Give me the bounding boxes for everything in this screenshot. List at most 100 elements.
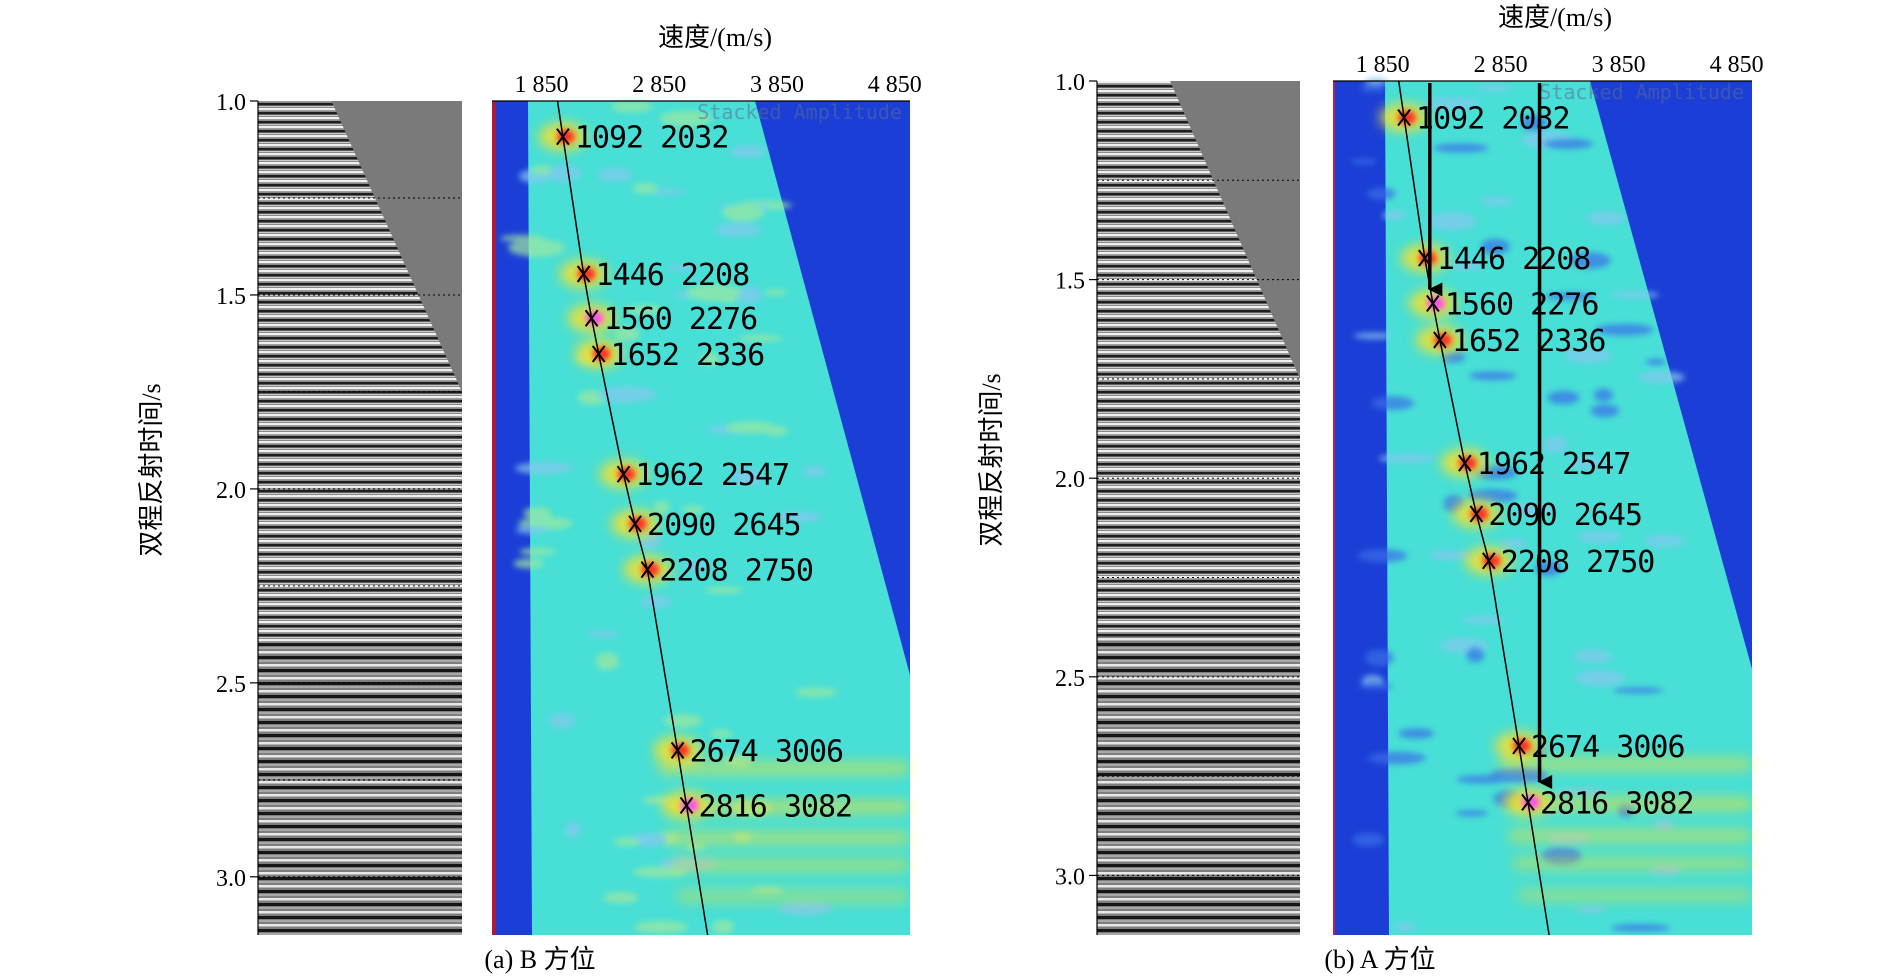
x-tick-label: 4 850 xyxy=(1710,52,1764,78)
texture-blob xyxy=(1480,196,1513,206)
velocity-pick[interactable]: 1652 2336 xyxy=(591,338,765,373)
texture-blob xyxy=(1610,924,1671,932)
texture-blob xyxy=(613,326,641,342)
texture-blob xyxy=(1547,390,1580,405)
texture-blob xyxy=(548,165,582,183)
velocity-pick[interactable]: 2090 2645 xyxy=(628,508,802,543)
texture-blob xyxy=(1352,832,1385,847)
velocity-pick[interactable]: 2674 3006 xyxy=(1512,730,1686,765)
pick-marker[interactable] xyxy=(1512,737,1526,755)
pick-marker[interactable] xyxy=(1458,454,1472,472)
texture-blob xyxy=(650,188,685,195)
pick-marker[interactable] xyxy=(640,560,655,579)
pick-marker[interactable] xyxy=(1426,294,1440,313)
pick-label: 1092 2032 xyxy=(575,121,729,156)
velocity-pick[interactable]: 2674 3006 xyxy=(670,734,844,769)
texture-blob xyxy=(663,714,703,728)
texture-blob xyxy=(668,264,698,272)
texture-blob xyxy=(1542,138,1593,150)
texture-blob xyxy=(1353,332,1395,340)
velocity-pick[interactable]: 2208 2750 xyxy=(640,554,814,589)
pick-label: 2674 3006 xyxy=(1531,730,1685,765)
pick-marker[interactable] xyxy=(1482,552,1496,570)
texture-blob xyxy=(763,425,788,436)
velocity-pick[interactable]: 1446 2208 xyxy=(576,258,750,293)
pick-label: 2674 3006 xyxy=(690,734,844,769)
pick-marker[interactable] xyxy=(670,741,685,759)
pick-marker[interactable] xyxy=(616,465,631,483)
pick-marker[interactable] xyxy=(679,796,694,815)
velocity-pick[interactable]: 1092 2032 xyxy=(556,121,729,156)
texture-blob xyxy=(1554,788,1608,796)
y-tick-label: 3.0 xyxy=(216,866,246,892)
watermark: Stacked Amplitude xyxy=(1539,80,1744,104)
pick-marker[interactable] xyxy=(1469,505,1484,523)
pick-marker[interactable] xyxy=(591,345,606,363)
texture-blob xyxy=(547,713,576,729)
x-tick-label: 3 850 xyxy=(750,72,804,98)
texture-blob xyxy=(633,920,689,934)
y-tick-label: 2.0 xyxy=(216,478,246,504)
texture-blob xyxy=(1467,489,1518,503)
pick-marker[interactable] xyxy=(628,515,642,533)
texture-blob xyxy=(1575,906,1606,914)
velocity-pick[interactable]: 1962 2547 xyxy=(616,458,790,493)
pick-label: 1652 2336 xyxy=(611,338,765,373)
texture-blob xyxy=(515,525,549,535)
velocity-pick[interactable]: 1962 2547 xyxy=(1458,447,1631,482)
texture-blob xyxy=(1423,97,1481,110)
x-tick-label: 2 850 xyxy=(1474,52,1528,78)
y-axis-title: 双程反射时间/s xyxy=(137,383,166,556)
y-tick-label: 2.5 xyxy=(1055,666,1085,692)
texture-blob xyxy=(513,558,544,569)
texture-blob xyxy=(1499,538,1528,549)
y-tick-label: 1.5 xyxy=(216,284,246,310)
velocity-pick[interactable]: 2816 3082 xyxy=(679,789,853,824)
pick-marker[interactable] xyxy=(556,128,570,146)
velocity-pick[interactable]: 1652 2336 xyxy=(1433,324,1606,359)
velocity-pick[interactable]: 1446 2208 xyxy=(1418,242,1591,277)
velocity-pick[interactable]: 1560 2276 xyxy=(1426,287,1599,322)
velocity-pick[interactable]: 1560 2276 xyxy=(584,302,758,337)
deep-energy-band xyxy=(661,799,910,814)
velocity-pick[interactable]: 2090 2645 xyxy=(1469,498,1643,533)
pick-marker[interactable] xyxy=(1433,331,1447,349)
texture-blob xyxy=(603,891,639,904)
texture-blob xyxy=(738,334,784,342)
velocity-pick[interactable]: 1092 2032 xyxy=(1397,102,1571,137)
texture-blob xyxy=(1610,291,1660,299)
velocity-pick[interactable]: 2208 2750 xyxy=(1482,545,1655,580)
texture-blob xyxy=(1364,649,1394,667)
pick-marker[interactable] xyxy=(1397,108,1411,127)
texture-blob xyxy=(625,305,664,316)
pick-label: 1446 2208 xyxy=(1437,242,1591,277)
texture-blob xyxy=(778,901,833,917)
watermark: Stacked Amplitude xyxy=(697,100,902,124)
texture-blob xyxy=(794,687,838,698)
panel-separator xyxy=(1300,81,1333,935)
pick-label: 1560 2276 xyxy=(604,302,758,337)
texture-blob xyxy=(639,595,673,608)
y-tick-label: 1.0 xyxy=(1055,70,1085,96)
pick-marker[interactable] xyxy=(584,309,599,327)
texture-blob xyxy=(1450,259,1482,271)
texture-blob xyxy=(1351,158,1377,165)
pick-label: 1446 2208 xyxy=(596,258,750,293)
texture-blob xyxy=(499,234,544,242)
pick-marker[interactable] xyxy=(1521,793,1535,811)
seismic-gather xyxy=(258,101,462,935)
texture-blob xyxy=(1573,649,1612,664)
y-tick-label: 1.5 xyxy=(1055,269,1085,295)
deep-energy-band xyxy=(670,858,910,873)
texture-blob xyxy=(1590,404,1620,418)
axes: 1.0 1.5 2.0 2.5 3.0 1 850 2 850 3 850 4 850 xyxy=(1055,52,1764,935)
gather-traces-lower xyxy=(258,644,462,935)
y-axis-title: 双程反射时间/s xyxy=(977,373,1006,546)
texture-blob xyxy=(1512,503,1554,515)
texture-blob xyxy=(776,511,822,523)
velocity-pick[interactable]: 2816 3082 xyxy=(1521,786,1695,821)
pick-marker[interactable] xyxy=(576,265,591,283)
texture-blob xyxy=(610,101,653,113)
texture-blob xyxy=(653,500,670,515)
pick-label: 1560 2276 xyxy=(1445,287,1599,322)
